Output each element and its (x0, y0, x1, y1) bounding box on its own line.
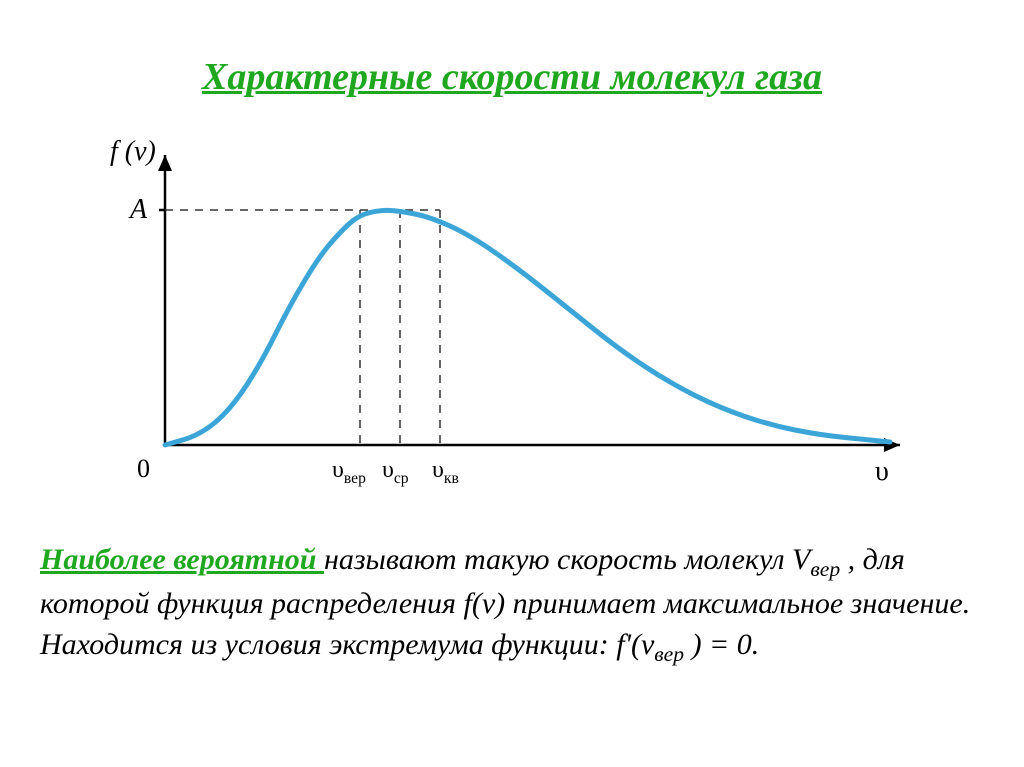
svg-text:υкв: υкв (432, 457, 459, 487)
svg-text:υ: υ (875, 456, 889, 487)
chart-dashed-lines (165, 210, 440, 445)
desc-text-3: ) = 0. (684, 628, 759, 661)
desc-sub-1: вер (810, 557, 840, 581)
svg-text:f (ν): f (ν) (110, 136, 156, 167)
desc-text-1: называют такую скорость молекул V (324, 543, 810, 576)
highlight-term: Наиболее вероятной (40, 543, 324, 576)
svg-text:υвер: υвер (332, 457, 366, 487)
page-title: Характерные скорости молекул газа (0, 0, 1024, 99)
distribution-chart: f (ν) A 0 υ υверυсрυкв (70, 135, 930, 515)
svg-text:0: 0 (137, 454, 150, 483)
chart-labels: f (ν) A 0 υ υверυсрυкв (110, 136, 889, 487)
svg-text:A: A (128, 194, 148, 225)
chart-axes (158, 155, 900, 452)
chart-svg: f (ν) A 0 υ υверυсрυкв (70, 135, 930, 515)
description-paragraph: Наиболее вероятной называют такую скорос… (40, 540, 980, 669)
chart-curve (165, 210, 890, 445)
desc-sub-2: вер (654, 642, 684, 666)
svg-text:υср: υср (382, 457, 409, 487)
